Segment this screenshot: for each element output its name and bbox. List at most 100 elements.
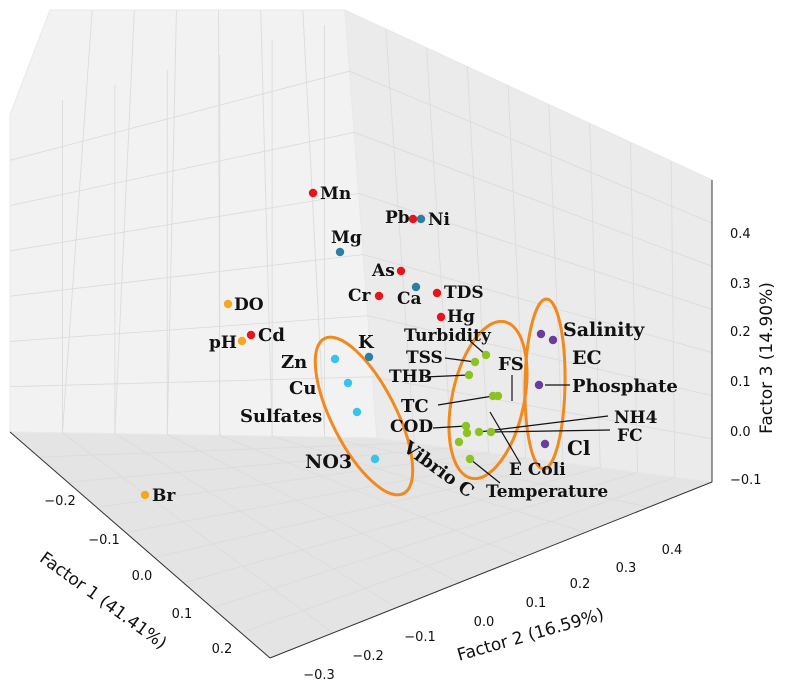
z-tick-label: 0.3 bbox=[730, 277, 751, 292]
data-point bbox=[352, 407, 362, 417]
floor-grid-line bbox=[62, 432, 334, 634]
floor-grid-line bbox=[219, 435, 523, 558]
point-leader-line bbox=[424, 374, 470, 378]
point-label: Br bbox=[152, 486, 176, 506]
point-leader-line bbox=[437, 395, 494, 406]
z-tick-label: 0.4 bbox=[730, 227, 751, 242]
data-point bbox=[534, 380, 544, 390]
data-point bbox=[465, 454, 475, 464]
floor-grid-line bbox=[114, 433, 397, 609]
grid-line bbox=[114, 9, 135, 434]
wall-grid-line bbox=[589, 123, 601, 468]
grid-line bbox=[61, 9, 93, 433]
axes-panes bbox=[8, 9, 714, 659]
y-axis-title: Factor 2 (16.59%) bbox=[455, 605, 606, 666]
floor-grid-line bbox=[38, 442, 415, 458]
data-point bbox=[246, 330, 256, 340]
grid-line bbox=[302, 9, 326, 438]
point-label: Temperature bbox=[486, 482, 608, 502]
z-axis-title: Factor 3 (14.90%) bbox=[757, 282, 777, 434]
data-point bbox=[140, 490, 150, 500]
point-leader-line bbox=[478, 415, 609, 433]
x-tick-label: 0.1 bbox=[172, 607, 193, 622]
data-point bbox=[330, 354, 340, 364]
data-point bbox=[548, 335, 558, 345]
y-axis-line bbox=[269, 481, 713, 659]
wall-grid-line bbox=[629, 142, 639, 473]
point-label: Cr bbox=[348, 286, 372, 306]
floor-grid-line bbox=[240, 476, 675, 634]
point-leader-line bbox=[432, 425, 467, 429]
point-label: Cd bbox=[258, 325, 285, 346]
y-tick-label: 0.2 bbox=[570, 577, 591, 592]
y-tick-label: −0.3 bbox=[303, 668, 335, 683]
point-label: Mg bbox=[331, 228, 362, 248]
data-point bbox=[462, 428, 472, 438]
point-label: NO3 bbox=[305, 451, 352, 473]
point-label: FC bbox=[617, 426, 643, 446]
point-label: TSS bbox=[406, 348, 443, 368]
data-point bbox=[432, 288, 442, 298]
point-label: FS bbox=[498, 354, 524, 375]
point-label: Hg bbox=[447, 307, 475, 327]
data-point bbox=[470, 357, 480, 367]
z-tick-label: −0.1 bbox=[730, 473, 762, 488]
x-tick-label: −0.2 bbox=[44, 494, 76, 509]
point-label: TC bbox=[401, 396, 429, 417]
point-label: THB bbox=[389, 367, 432, 387]
x-tick-label: 0.0 bbox=[132, 569, 153, 584]
data-point bbox=[396, 266, 406, 276]
cluster-ellipse-green bbox=[447, 319, 529, 481]
point-label: Zn bbox=[281, 352, 307, 373]
floor-grid-line bbox=[167, 434, 460, 583]
floor-grid-line bbox=[212, 471, 638, 609]
floor-grid-line bbox=[183, 466, 601, 584]
data-point bbox=[416, 214, 426, 224]
data-point bbox=[237, 336, 247, 346]
grid-line bbox=[260, 9, 273, 437]
z-tick-label: 0.0 bbox=[730, 425, 751, 440]
data-point bbox=[486, 427, 496, 437]
data-point bbox=[364, 352, 374, 362]
data-point bbox=[481, 350, 491, 360]
wall-grid-line bbox=[426, 47, 452, 448]
wall-grid-line bbox=[466, 66, 490, 453]
point-label: Mn bbox=[320, 184, 351, 204]
wall-grid-line bbox=[507, 85, 527, 458]
point-label: Salinity bbox=[563, 319, 645, 341]
data-point bbox=[461, 421, 471, 431]
point-label: NH4 bbox=[614, 408, 658, 428]
data-point bbox=[308, 188, 318, 198]
point-leader-line bbox=[489, 411, 521, 464]
y-tick-label: 0.3 bbox=[616, 561, 637, 576]
point-leader-line bbox=[469, 458, 501, 484]
point-leader-line bbox=[490, 429, 611, 433]
point-label: Turbidity bbox=[404, 326, 492, 346]
y-tick-label: 0.4 bbox=[662, 543, 683, 558]
z-tick-label: 0.2 bbox=[730, 325, 751, 340]
x-tick-label: −0.1 bbox=[88, 533, 120, 548]
point-label: Pb bbox=[385, 208, 410, 228]
point-label: As bbox=[371, 261, 395, 281]
point-leader-line bbox=[444, 357, 476, 363]
data-point bbox=[411, 282, 421, 292]
point-label: Cu bbox=[289, 378, 316, 399]
y-tick-label: 0.0 bbox=[474, 615, 495, 630]
point-label: Sulfates bbox=[240, 406, 322, 427]
floor-grid-line bbox=[272, 435, 586, 533]
cluster-ellipse-cyan bbox=[313, 335, 415, 497]
point-label: COD bbox=[390, 417, 433, 437]
data-point bbox=[223, 299, 233, 309]
point-label: K bbox=[358, 332, 375, 353]
data-point bbox=[335, 247, 345, 257]
data-point bbox=[436, 312, 446, 322]
data-point bbox=[540, 439, 550, 449]
point-label: Phosphate bbox=[572, 376, 678, 397]
data-point bbox=[488, 391, 498, 401]
y-tick-label: −0.1 bbox=[404, 630, 436, 645]
wall-grid-line bbox=[548, 104, 564, 463]
point-label: Ca bbox=[397, 289, 422, 309]
data-point bbox=[374, 291, 384, 301]
